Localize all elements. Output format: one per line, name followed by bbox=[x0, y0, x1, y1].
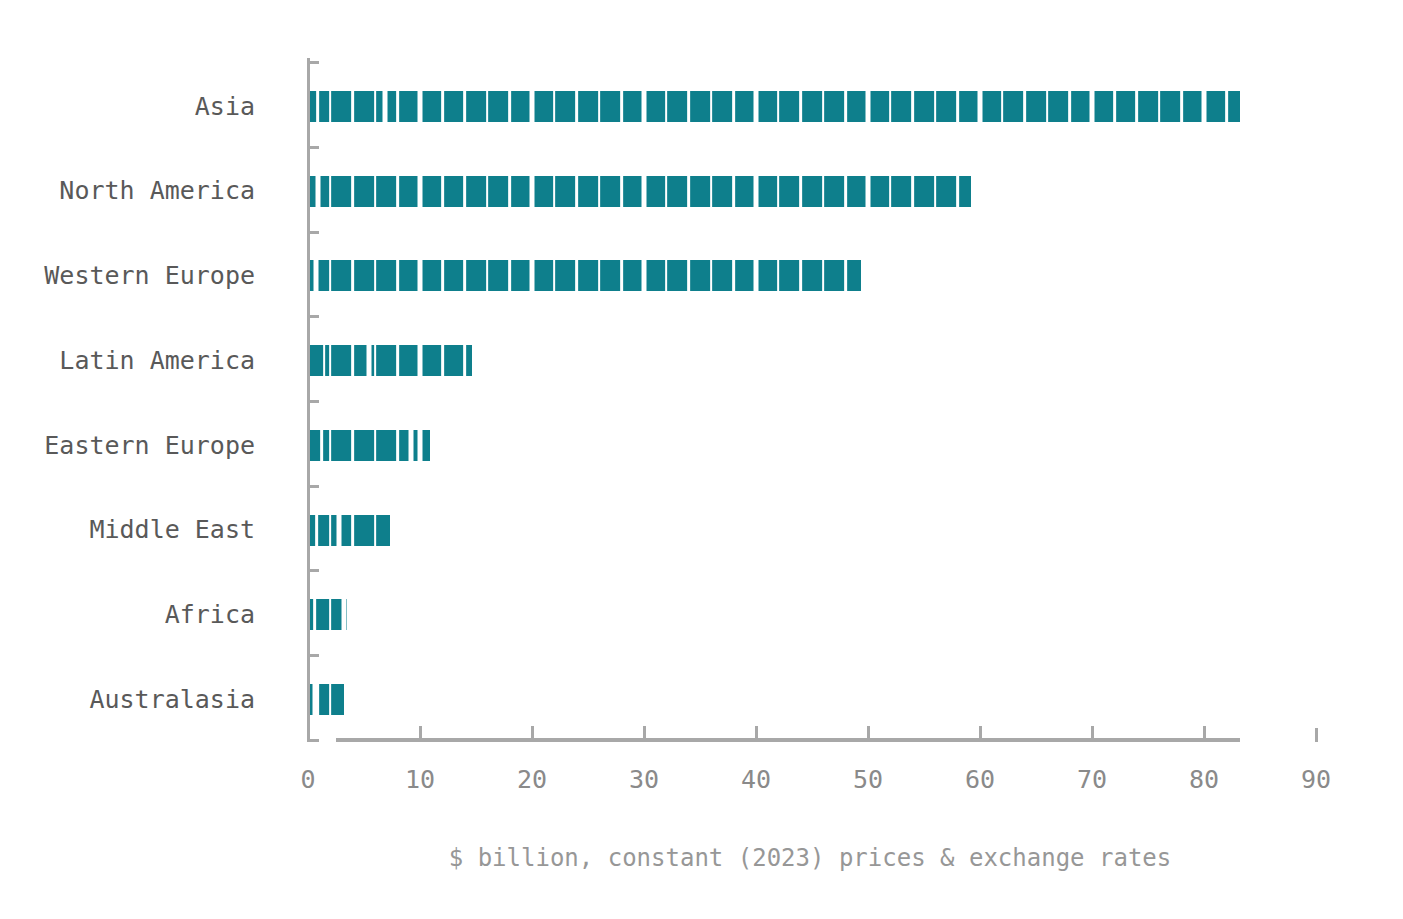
bar-middle-east bbox=[309, 515, 390, 546]
y-axis-tick bbox=[308, 485, 319, 488]
category-label-latin-america: Latin America bbox=[20, 345, 255, 376]
x-axis-tick-label-0: 0 bbox=[268, 765, 348, 795]
y-axis-tick bbox=[308, 569, 319, 572]
category-label-middle-east: Middle East bbox=[20, 514, 255, 545]
bar-asia bbox=[309, 91, 1240, 122]
x-axis-tick-label-10: 10 bbox=[380, 765, 460, 795]
bar-latin-america bbox=[309, 345, 472, 376]
category-label-western-europe: Western Europe bbox=[20, 260, 255, 291]
category-label-eastern-europe: Eastern Europe bbox=[20, 430, 255, 461]
bar-australasia bbox=[309, 684, 344, 715]
x-axis-tick-80 bbox=[1203, 726, 1206, 738]
category-label-asia: Asia bbox=[20, 91, 255, 122]
x-axis-tick-label-30: 30 bbox=[604, 765, 684, 795]
x-axis-tick-label-40: 40 bbox=[716, 765, 796, 795]
x-axis-tick-10 bbox=[419, 726, 422, 738]
x-axis-tick-30 bbox=[643, 726, 646, 738]
x-axis-line bbox=[336, 738, 1240, 742]
y-axis-tick bbox=[308, 315, 319, 318]
x-axis-tick-label-20: 20 bbox=[492, 765, 572, 795]
x-axis-tick-label-90: 90 bbox=[1276, 765, 1356, 795]
y-axis-tick bbox=[308, 400, 319, 403]
x-axis-tick-60 bbox=[979, 726, 982, 738]
x-axis-tick-20 bbox=[531, 726, 534, 738]
bar-chart: Asia North America Western Europe Latin Ame… bbox=[0, 0, 1403, 919]
x-axis-caption: $ billion, constant (2023) prices & exch… bbox=[210, 843, 1403, 873]
x-axis-tick-50 bbox=[867, 726, 870, 738]
bar-eastern-europe bbox=[309, 430, 430, 461]
category-label-australasia: Australasia bbox=[20, 684, 255, 715]
x-axis-tick-label-60: 60 bbox=[940, 765, 1020, 795]
y-axis-tick bbox=[308, 654, 319, 657]
y-axis-tick bbox=[308, 146, 319, 149]
y-axis-tick bbox=[308, 231, 319, 234]
x-axis-tick-label-80: 80 bbox=[1164, 765, 1244, 795]
x-axis-tick-90 bbox=[1315, 728, 1318, 742]
x-axis-tick-40 bbox=[755, 726, 758, 738]
x-axis-tick-label-70: 70 bbox=[1052, 765, 1132, 795]
bar-africa bbox=[309, 599, 347, 630]
bar-north-america bbox=[309, 176, 971, 207]
y-axis-tick bbox=[308, 61, 319, 64]
category-label-africa: Africa bbox=[20, 599, 255, 630]
x-axis-tick-70 bbox=[1091, 726, 1094, 738]
category-label-north-america: North America bbox=[20, 175, 255, 206]
x-axis-tick-label-50: 50 bbox=[828, 765, 908, 795]
y-axis-tick bbox=[308, 739, 319, 742]
bar-western-europe bbox=[309, 260, 861, 291]
